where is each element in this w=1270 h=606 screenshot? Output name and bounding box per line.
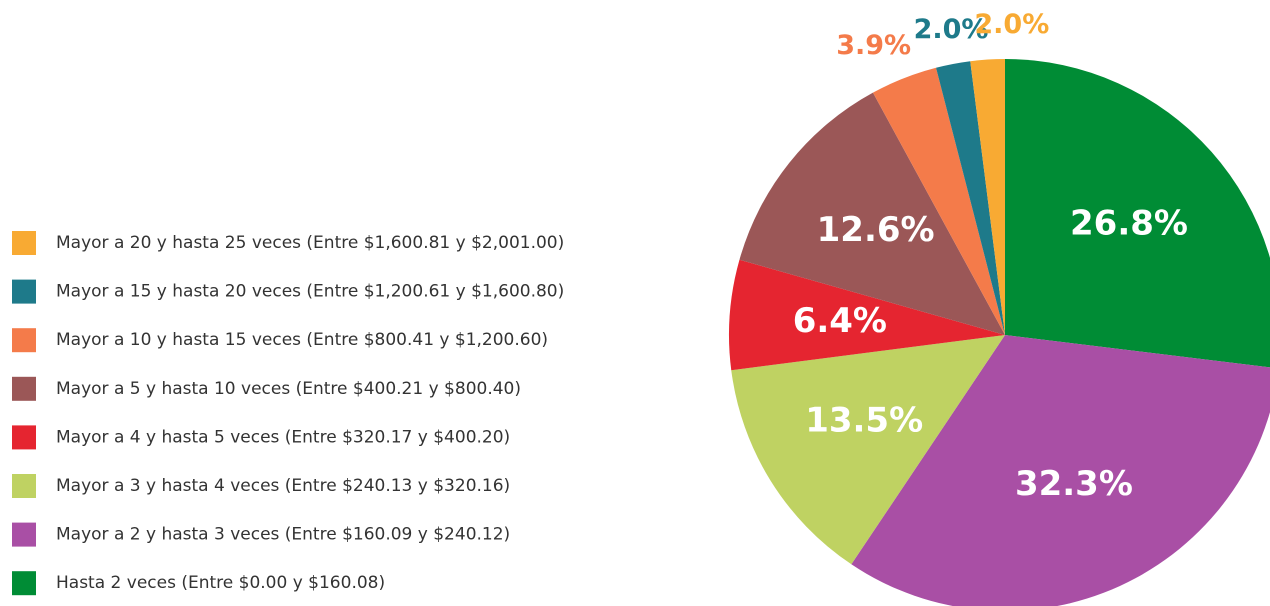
pie-slice	[851, 335, 1270, 606]
legend-text: Hasta 2 veces (Entre $0.00 y $160.08)	[56, 573, 385, 593]
legend-swatch	[12, 376, 36, 401]
slice-label: 12.6%	[817, 210, 935, 250]
pie-slice	[731, 335, 1005, 565]
pie-slice	[739, 92, 1005, 335]
legend-text: Mayor a 10 y hasta 15 veces (Entre $800.…	[56, 330, 548, 350]
slice-label: 2.0%	[914, 14, 989, 45]
legend-swatch	[12, 522, 36, 547]
slice-label: 2.0%	[974, 9, 1049, 40]
legend-swatch	[12, 328, 36, 353]
legend-text: Mayor a 20 y hasta 25 veces (Entre $1,60…	[56, 233, 564, 253]
legend-text: Mayor a 5 y hasta 10 veces (Entre $400.2…	[56, 379, 521, 399]
slice-label: 26.8%	[1070, 204, 1188, 244]
legend-swatch	[12, 231, 36, 255]
pie-slice	[872, 67, 1005, 336]
slice-label: 6.4%	[793, 301, 887, 341]
legend-swatch	[12, 571, 36, 596]
pie-slice	[729, 259, 1005, 371]
legend-swatch	[12, 425, 36, 450]
legend-swatch	[12, 474, 36, 498]
pie-slice	[1005, 59, 1270, 368]
pie-slice	[970, 59, 1005, 335]
pie-slice	[936, 61, 1005, 335]
legend-swatch	[12, 279, 36, 304]
legend-text: Mayor a 15 y hasta 20 veces (Entre $1,20…	[56, 282, 564, 302]
slice-label: 13.5%	[805, 401, 923, 441]
slice-label: 32.3%	[1015, 464, 1133, 504]
slice-label: 3.9%	[836, 30, 911, 61]
legend-text: Mayor a 2 y hasta 3 veces (Entre $160.09…	[56, 525, 510, 545]
legend-text: Mayor a 3 y hasta 4 veces (Entre $240.13…	[56, 476, 510, 496]
legend-text: Mayor a 4 y hasta 5 veces (Entre $320.17…	[56, 427, 510, 447]
